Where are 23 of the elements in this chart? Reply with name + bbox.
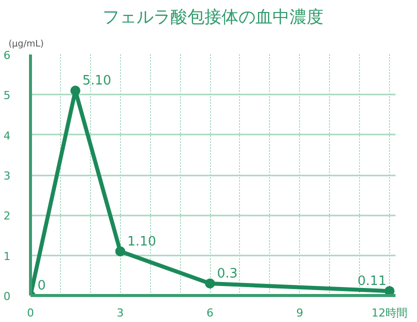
data-label: 0.11 [358, 274, 386, 290]
point [115, 246, 126, 256]
y-axis-title: (μg/mL) [8, 40, 44, 50]
point [70, 86, 80, 96]
x-tick-label: 0 [27, 306, 34, 320]
point [384, 286, 395, 296]
x-tick-label: 6 [206, 306, 214, 320]
y-tick-label: 2 [4, 210, 10, 223]
chart-title: フェルラ酸包接体の血中濃度 [102, 8, 324, 28]
y-tick-label: 3 [4, 170, 10, 182]
y-tick-label: 5 [4, 89, 10, 102]
x-tick-label: 9 [296, 306, 304, 320]
y-tick-label: 4 [4, 129, 10, 142]
y-tick-label: 0 [4, 290, 10, 303]
point [205, 278, 216, 288]
data-label: 0.3 [217, 266, 238, 282]
data-label: 5.10 [82, 74, 112, 89]
data-label: 1.10 [127, 234, 156, 250]
data-label: 0 [38, 278, 46, 294]
y-tick-label: 1 [4, 250, 10, 263]
y-tick-label: 6 [4, 49, 10, 62]
x-tick-label: 12時間 [372, 306, 408, 320]
x-tick-label: 3 [116, 306, 124, 320]
